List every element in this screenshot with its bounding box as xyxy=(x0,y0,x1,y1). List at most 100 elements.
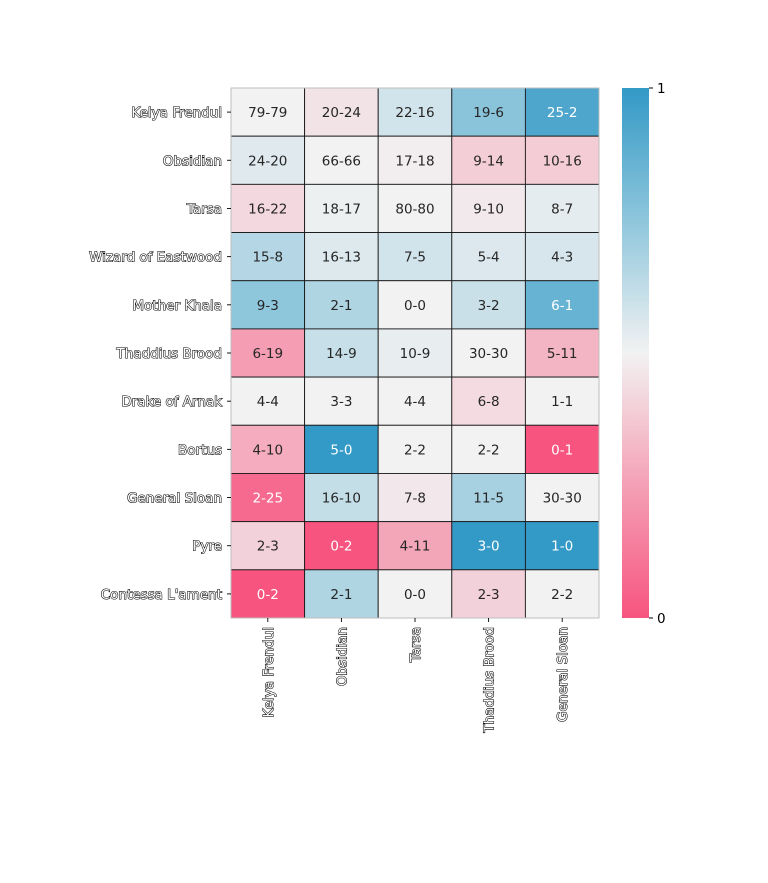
cell-annotation: 5-11 xyxy=(547,346,578,362)
cell-annotation: 2-2 xyxy=(478,442,500,458)
cell-annotation: 25-2 xyxy=(547,105,578,121)
cell-annotation: 24-20 xyxy=(248,153,287,169)
cell-annotation: 79-79 xyxy=(248,105,287,121)
column-label: Tarsa xyxy=(408,627,424,663)
cell-annotation: 0-0 xyxy=(404,298,426,314)
cell-annotation: 16-22 xyxy=(248,201,287,217)
heatmap-cells: 79-79 20-24 22-16 19-6 25-2 24-20 66-66 17-18 9-… xyxy=(230,87,600,619)
row-label: Pyre xyxy=(192,539,222,555)
cell-annotation: 6-8 xyxy=(478,394,500,410)
heatmap-cell xyxy=(377,328,453,378)
column-label: Kelya Frendul xyxy=(261,627,277,718)
cell-annotation: 66-66 xyxy=(322,153,361,169)
cell-annotation: 4-4 xyxy=(257,394,279,410)
cell-annotation: 10-16 xyxy=(543,153,582,169)
row-label: Drake of Arnak xyxy=(121,394,222,410)
heatmap-cell xyxy=(524,521,600,571)
heatmap-cell xyxy=(451,521,526,571)
row-label: Kelya Frendul xyxy=(131,105,222,121)
cell-annotation: 3-0 xyxy=(478,539,500,555)
cell-annotation: 80-80 xyxy=(395,201,434,217)
heatmap-cell xyxy=(304,328,379,378)
column-label: General Sloan xyxy=(555,627,571,722)
cell-annotation: 0-0 xyxy=(404,587,426,603)
column-label: Thaddius Brood xyxy=(482,627,498,733)
heatmap-cell xyxy=(377,473,453,523)
cell-annotation: 5-0 xyxy=(330,442,352,458)
heatmap-cell xyxy=(304,473,379,523)
heatmap-cell xyxy=(377,424,453,474)
heatmap-cell xyxy=(377,232,453,282)
heatmap-cell xyxy=(524,280,600,330)
cell-annotation: 4-11 xyxy=(400,539,431,555)
cell-annotation: 2-3 xyxy=(257,539,279,555)
row-label: Contessa L'ament xyxy=(101,587,222,603)
cell-annotation: 6-19 xyxy=(252,346,283,362)
cell-annotation: 7-8 xyxy=(404,491,426,507)
row-label: Obsidian xyxy=(163,153,222,169)
heatmap-cell xyxy=(304,183,379,233)
heatmap-cell xyxy=(524,424,600,474)
heatmap-cell xyxy=(304,424,379,474)
row-label: Bortus xyxy=(178,442,222,458)
cell-annotation: 16-13 xyxy=(322,250,361,266)
cell-annotation: 0-1 xyxy=(551,442,573,458)
colorbar-gradient xyxy=(622,88,649,618)
cell-annotation: 8-7 xyxy=(551,201,573,217)
cell-annotation: 2-1 xyxy=(330,298,352,314)
heatmap-cell xyxy=(230,521,306,571)
heatmap-cell xyxy=(377,280,453,330)
cell-annotation: 14-9 xyxy=(326,346,357,362)
heatmap-cell xyxy=(304,521,379,571)
colorbar: 1 0 xyxy=(622,81,666,627)
heatmap-cell xyxy=(377,569,453,619)
cell-annotation: 0-2 xyxy=(257,587,279,603)
heatmap-cell xyxy=(451,424,526,474)
heatmap-cell xyxy=(451,328,526,378)
heatmap-cell xyxy=(230,376,306,426)
cell-annotation: 3-2 xyxy=(478,298,500,314)
heatmap-cell xyxy=(524,569,600,619)
cell-annotation: 1-0 xyxy=(551,539,573,555)
heatmap-cell xyxy=(524,135,600,185)
cell-annotation: 5-4 xyxy=(478,250,500,266)
cell-annotation: 7-5 xyxy=(404,250,426,266)
cell-annotation: 22-16 xyxy=(395,105,434,121)
cell-annotation: 4-3 xyxy=(551,250,573,266)
row-label: General Sloan xyxy=(127,491,222,507)
heatmap-cell xyxy=(230,280,306,330)
heatmap-cell xyxy=(451,183,526,233)
heatmap-cell xyxy=(377,521,453,571)
cell-annotation: 11-5 xyxy=(473,491,504,507)
cell-annotation: 0-2 xyxy=(330,539,352,555)
row-label: Thaddius Brood xyxy=(116,346,222,362)
heatmap-cell xyxy=(451,87,526,137)
cell-annotation: 15-8 xyxy=(252,250,283,266)
cell-annotation: 2-2 xyxy=(551,587,573,603)
cell-annotation: 9-14 xyxy=(473,153,504,169)
cell-annotation: 2-1 xyxy=(330,587,352,603)
heatmap-cell xyxy=(451,232,526,282)
cell-annotation: 3-3 xyxy=(330,394,352,410)
cell-annotation: 4-10 xyxy=(252,442,283,458)
cell-annotation: 19-6 xyxy=(473,105,504,121)
cell-annotation: 10-9 xyxy=(400,346,431,362)
heatmap-cell xyxy=(377,135,453,185)
cell-annotation: 9-3 xyxy=(257,298,279,314)
cell-annotation: 1-1 xyxy=(551,394,573,410)
row-label: Wizard of Eastwood xyxy=(89,250,222,266)
colorbar-label-max: 1 xyxy=(657,81,666,97)
row-labels: Kelya Frendul Obsidian Tarsa Wizard of East… xyxy=(89,105,231,603)
heatmap-cell xyxy=(304,280,379,330)
column-label: Obsidian xyxy=(334,627,350,686)
heatmap-cell xyxy=(304,232,379,282)
cell-annotation: 2-2 xyxy=(404,442,426,458)
cell-annotation: 17-18 xyxy=(395,153,434,169)
cell-annotation: 6-1 xyxy=(551,298,573,314)
colorbar-label-min: 0 xyxy=(657,611,666,627)
column-labels: Kelya Frendul Obsidian Tarsa Thaddius Brood… xyxy=(260,618,572,734)
heatmap-cell xyxy=(304,87,379,137)
heatmap-cell xyxy=(524,473,600,523)
heatmap-cell xyxy=(230,87,306,137)
